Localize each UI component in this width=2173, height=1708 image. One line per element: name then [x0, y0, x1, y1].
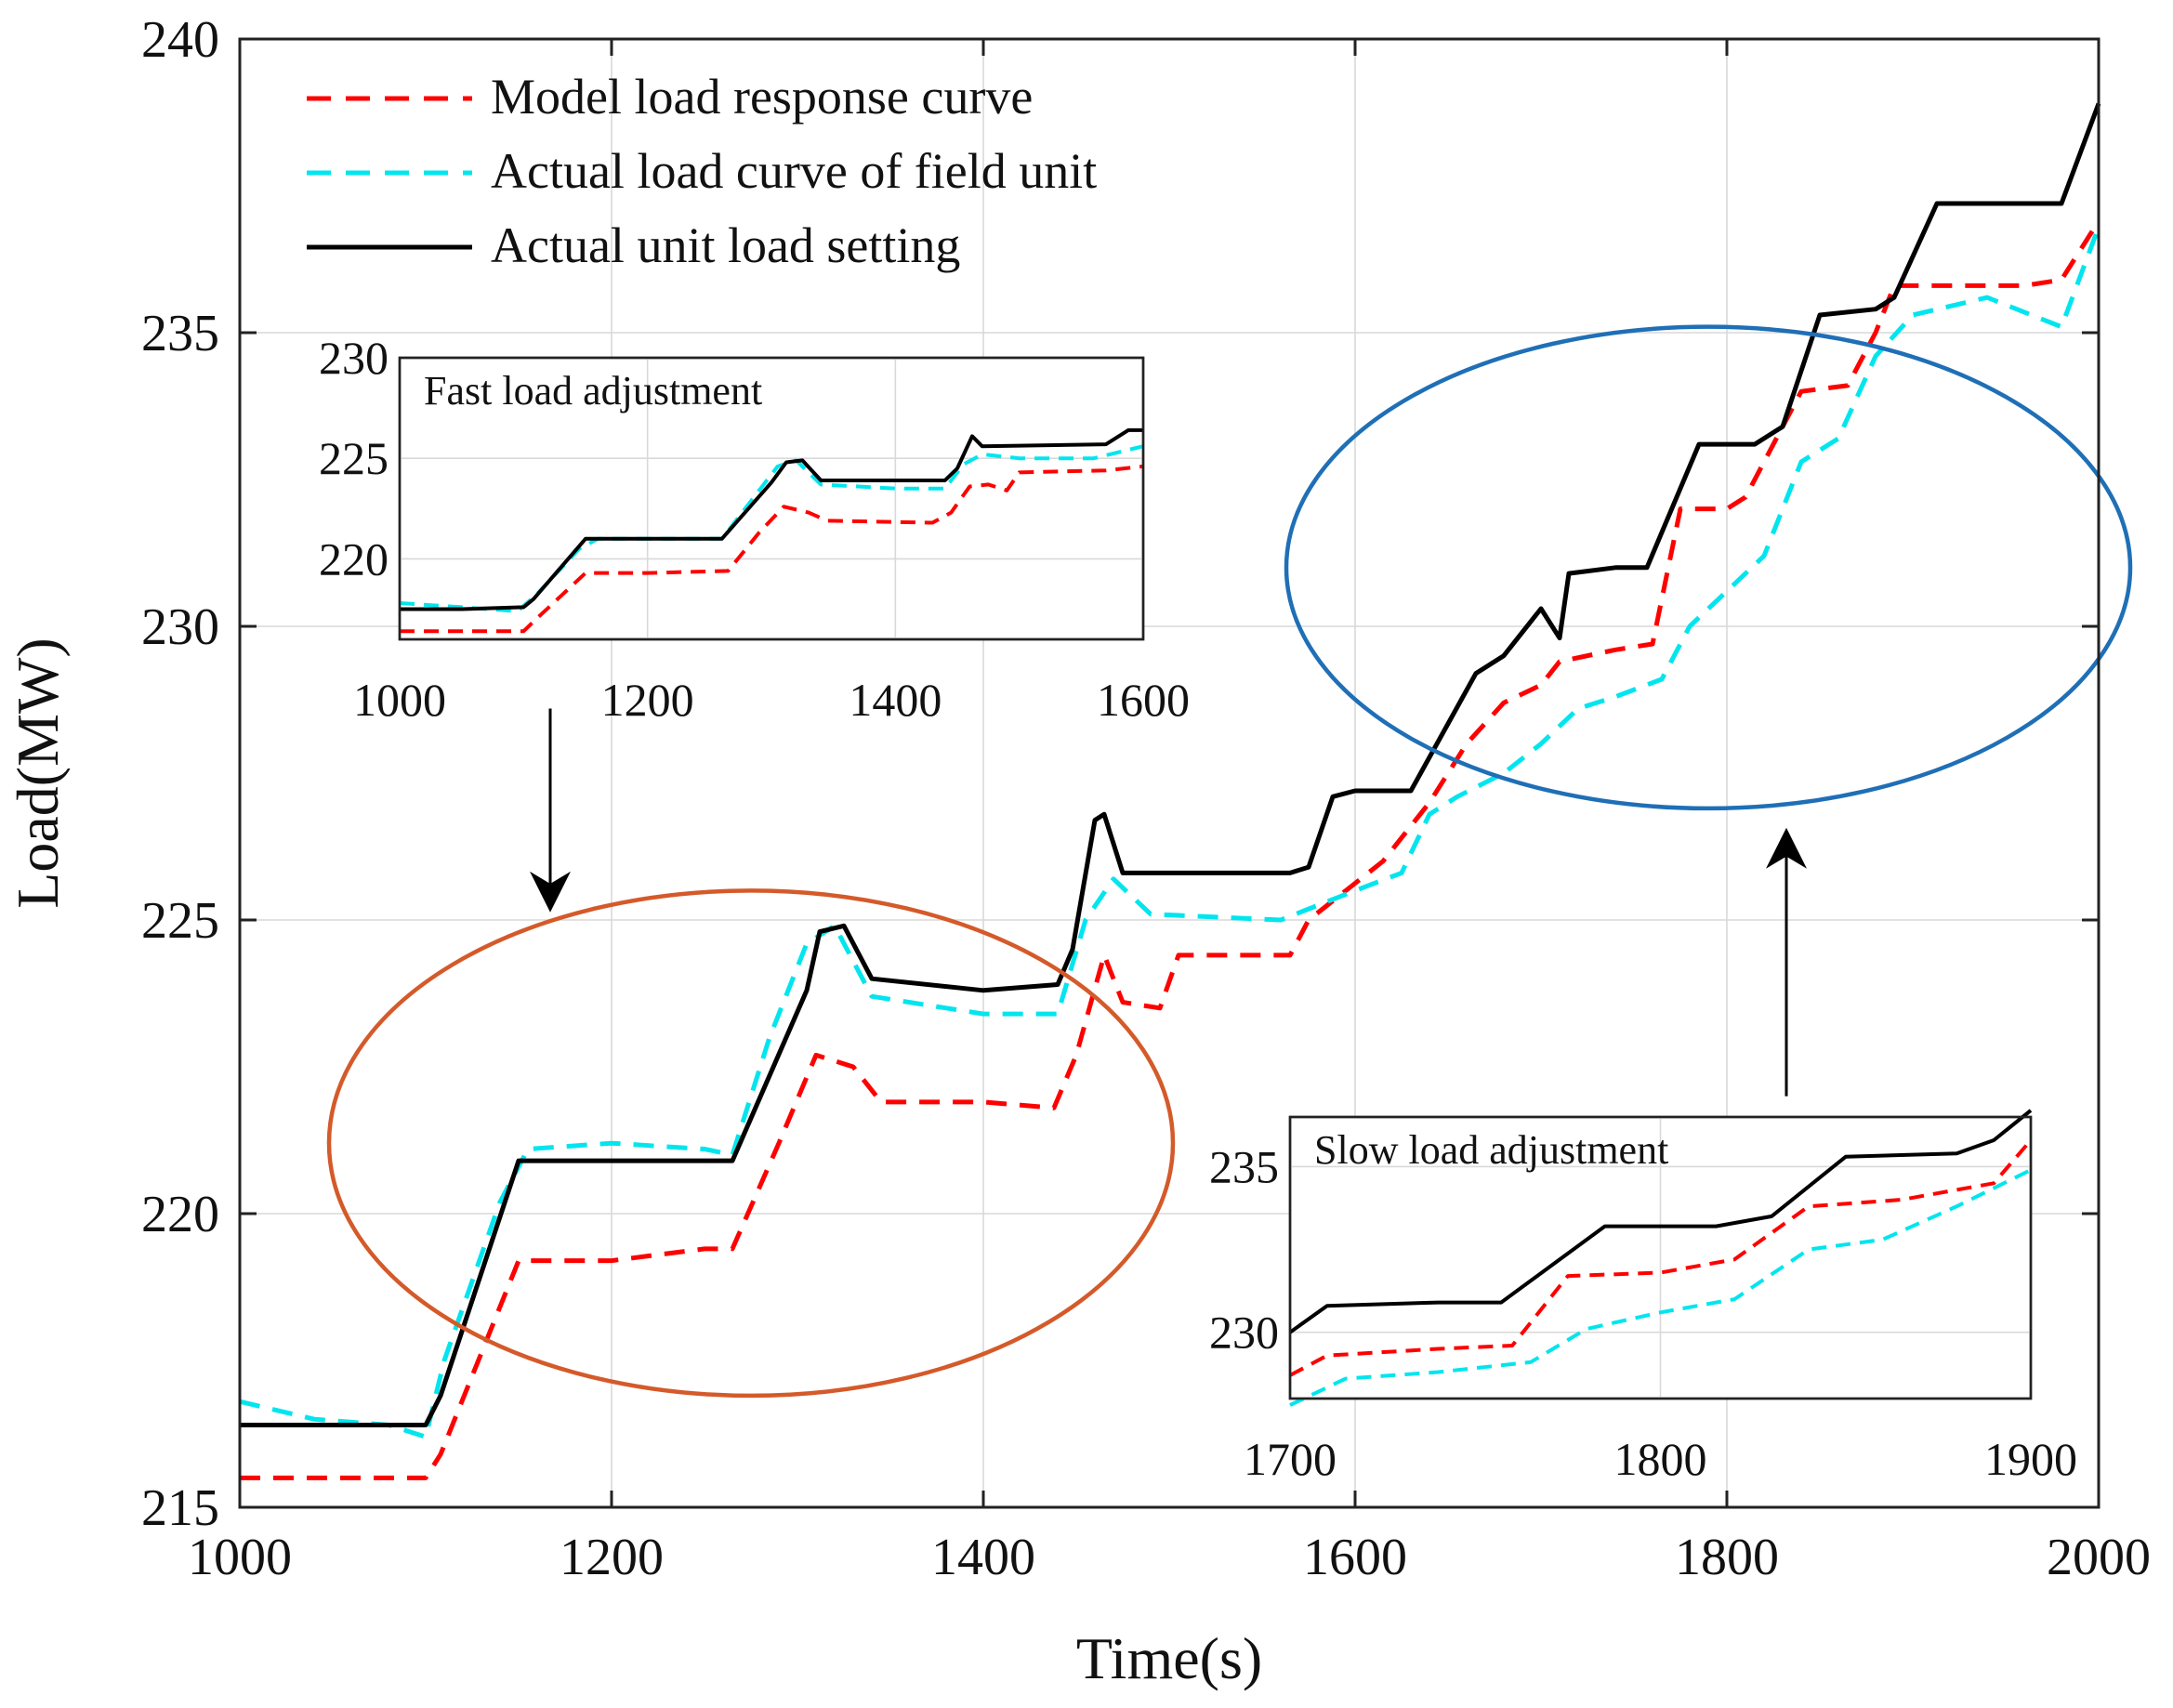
inset-slow-load-adjustment: 1700 1800 1900 230 235 Slow load adjustment — [1209, 1109, 2077, 1485]
inset-x-tick-label: 1600 — [1097, 674, 1190, 726]
inset-border — [1288, 1115, 2033, 1400]
inset-border — [398, 356, 1145, 641]
inset-y-tick-label: 225 — [319, 432, 389, 484]
inset-fast-load-adjustment: 1000 1200 1400 1600 220 225 230 Fast load adjus… — [319, 332, 1190, 726]
y-tick-label: 240 — [141, 11, 219, 69]
x-tick-label: 2000 — [2047, 1529, 2151, 1586]
series-line-actual-load-curve-of-field-unit — [239, 226, 2101, 1439]
legend-label-actual-load-curve-of-field-unit: Actual load curve of field unit — [491, 143, 1097, 199]
inset-series-line-actual-load-curve-of-field-unit — [1289, 1168, 2032, 1407]
annotations — [326, 324, 2133, 1399]
x-tick-label: 1400 — [931, 1529, 1035, 1586]
y-tick-label: 230 — [141, 598, 219, 656]
x-tick-label: 1800 — [1675, 1529, 1779, 1586]
inset-x-tick-label: 1400 — [849, 674, 942, 726]
inset-x-tick-label: 1000 — [353, 674, 446, 726]
x-tick-label: 1000 — [188, 1529, 292, 1586]
main-ticks: 1000 1200 1400 1600 1800 2000 215 220 225 230 235 2… — [141, 11, 2151, 1586]
insets: 1000 1200 1400 1600 220 225 230 Fast load adjus… — [319, 332, 2077, 1485]
inset-series-line-actual-load-curve-of-field-unit — [399, 444, 1144, 613]
legend-label-actual-unit-load-setting: Actual unit load setting — [491, 217, 960, 273]
inset-title: Fast load adjustment — [424, 368, 762, 414]
inset-title: Slow load adjustment — [1314, 1127, 1668, 1173]
inset-y-tick-label: 220 — [319, 532, 389, 585]
x-axis-label: Time(s) — [1076, 1625, 1262, 1691]
y-axis-label: Load(MW) — [5, 637, 71, 908]
inset-y-tick-label: 230 — [1209, 1307, 1279, 1359]
y-tick-label: 235 — [141, 305, 219, 362]
inset-x-tick-label: 1200 — [601, 674, 694, 726]
series-line-actual-unit-load-setting — [240, 102, 2101, 1427]
y-tick-label: 215 — [141, 1479, 219, 1537]
inset-series-line-model-load-response-curve — [1289, 1138, 2033, 1377]
inset-x-tick-label: 1900 — [1984, 1433, 2077, 1485]
inset-frame — [398, 356, 1145, 641]
series-line-model-load-response-curve — [240, 219, 2101, 1480]
legend-label-model-load-response-curve: Model load response curve — [491, 69, 1033, 125]
inset-x-tick-label: 1800 — [1614, 1433, 1707, 1485]
legend: Model load response curve Actual load cur… — [307, 69, 1097, 273]
inset-series-line-actual-unit-load-setting — [1288, 1109, 2033, 1334]
x-tick-label: 1600 — [1303, 1529, 1407, 1586]
inset-series-line-model-load-response-curve — [400, 464, 1144, 634]
x-tick-label: 1200 — [560, 1529, 664, 1586]
highlight-ellipse-2 — [1284, 324, 2133, 811]
main-series — [239, 102, 2101, 1480]
highlight-ellipse-1 — [326, 888, 1176, 1399]
plot-frame — [238, 37, 2101, 1509]
y-tick-label: 225 — [141, 892, 219, 950]
inset-y-tick-label: 235 — [1209, 1140, 1279, 1192]
inset-y-tick-label: 230 — [319, 332, 389, 384]
inset-x-tick-label: 1700 — [1244, 1433, 1337, 1485]
inset-series-line-actual-unit-load-setting — [400, 427, 1143, 611]
y-tick-label: 220 — [141, 1186, 219, 1243]
